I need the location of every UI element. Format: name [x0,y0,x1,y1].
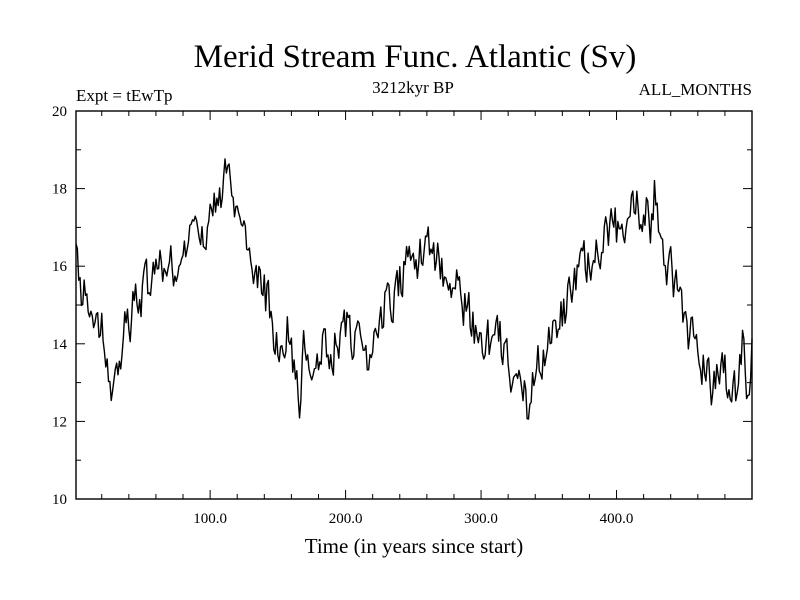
y-tick-label: 18 [52,182,67,198]
y-tick-label: 14 [52,337,68,353]
y-tick-label: 12 [52,414,67,430]
axis-ticks [76,110,752,500]
x-tick-labels: 100.0 200.0 300.0 400.0 [193,511,633,527]
y-tick-labels: 10 12 14 16 18 20 [52,104,68,508]
y-tick-label: 20 [52,104,67,120]
plot-frame [75,110,753,500]
y-tick-label: 10 [52,492,67,508]
expt-label: Expt = tEwTp [76,86,172,105]
x-tick-label: 200.0 [329,511,363,527]
y-tick-label: 16 [52,259,68,275]
x-tick-label: 400.0 [600,511,634,527]
x-tick-label: 100.0 [193,511,227,527]
x-tick-label: 300.0 [464,511,498,527]
months-label: ALL_MONTHS [639,80,752,99]
chart-title: Merid Stream Func. Atlantic (Sv) [194,39,637,75]
period-label: 3212kyr BP [372,78,454,97]
x-axis-label: Time (in years since start) [305,534,524,558]
series-line-amoc [75,158,753,420]
